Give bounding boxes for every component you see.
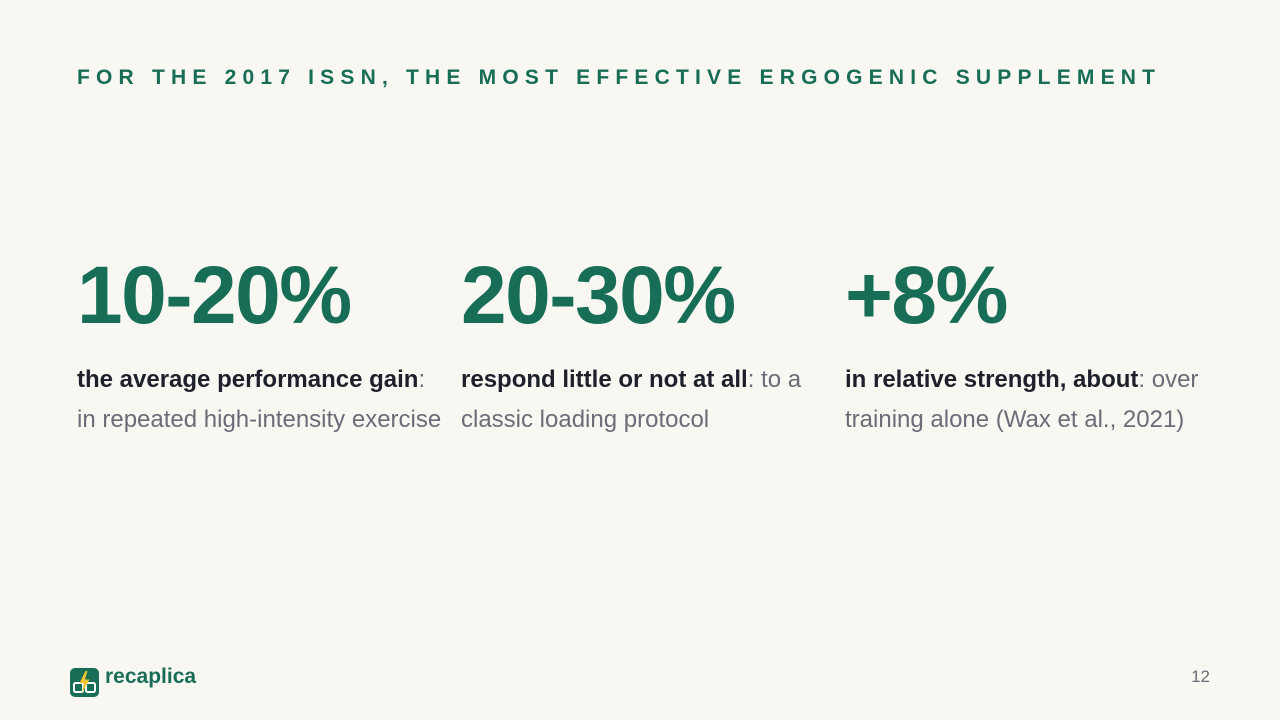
stat-value: +8% — [845, 250, 1008, 341]
stat-card-2: 20-30% respond little or not at all: to … — [461, 248, 833, 440]
stat-value: 20-30% — [461, 250, 736, 341]
recaplica-logo-icon — [70, 667, 99, 697]
stat-description: respond little or not at all: to a class… — [461, 360, 833, 440]
stat-card-3: +8% in relative strength, about: over tr… — [845, 248, 1217, 440]
stat-emphasis: the average performance gain — [77, 366, 419, 393]
stat-detail: to a classic loading protocol — [461, 366, 802, 433]
stat-detail: over training alone (Wax et al., 2021) — [845, 366, 1199, 433]
brand-name: recaplica — [105, 665, 197, 688]
stat-emphasis: respond little or not at all — [461, 366, 748, 393]
slide-headline: FOR THE 2017 ISSN, THE MOST EFFECTIVE ER… — [77, 66, 1162, 89]
stat-card-1: 10-20% the average performance gain: in … — [77, 248, 449, 440]
stat-description: the average performance gain: in repeate… — [77, 360, 449, 440]
stat-description: in relative strength, about: over traini… — [845, 360, 1217, 440]
stat-detail: in repeated high-intensity exercise — [77, 406, 442, 433]
brand: recaplica — [70, 664, 196, 700]
stat-separator: : — [747, 366, 755, 393]
stat-emphasis: in relative strength, about — [845, 366, 1139, 393]
page-number: 12 — [1191, 667, 1210, 686]
stat-separator: : — [1138, 366, 1146, 393]
stat-value: 10-20% — [77, 250, 352, 341]
stat-separator: : — [418, 366, 426, 393]
